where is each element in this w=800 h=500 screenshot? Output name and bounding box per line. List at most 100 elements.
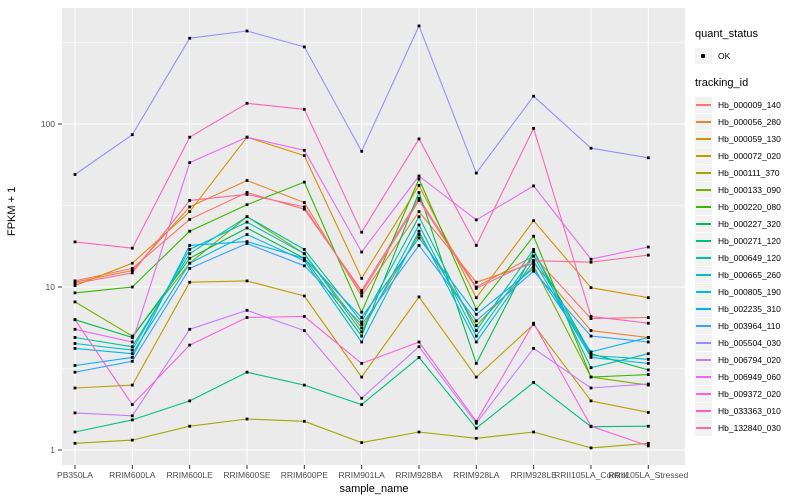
data-point <box>417 196 421 200</box>
data-point <box>532 254 535 258</box>
legend-item-label: Hb_000111_370 <box>718 167 780 178</box>
x-tick-label: RRIM600LE <box>167 470 214 480</box>
series-color-line-icon <box>696 375 711 378</box>
data-point <box>646 316 650 319</box>
legend-key-swatch <box>695 181 712 198</box>
series-color-line-icon <box>696 120 711 123</box>
data-point <box>646 373 650 376</box>
series-color-line-icon <box>696 324 711 327</box>
data-point <box>589 446 593 450</box>
data-point <box>130 285 134 289</box>
data-point <box>646 245 650 249</box>
legend-key-swatch <box>695 232 712 249</box>
legend-item-label: Hb_000649_120 <box>718 252 781 263</box>
data-point <box>417 295 421 299</box>
series-color-line-icon <box>696 222 711 225</box>
data-point <box>73 284 77 287</box>
data-point <box>474 296 478 300</box>
data-point <box>188 199 192 202</box>
data-point <box>245 279 249 283</box>
data-point <box>73 386 77 390</box>
data-point <box>474 329 478 332</box>
data-point <box>532 261 535 265</box>
data-point <box>188 205 192 209</box>
data-point <box>360 323 364 326</box>
data-point <box>245 220 249 224</box>
data-point <box>188 210 192 213</box>
data-point <box>245 240 249 243</box>
data-point <box>360 441 364 444</box>
data-point <box>360 316 364 319</box>
x-tick-label: PB350LA <box>57 470 93 480</box>
series-color-line-icon <box>696 307 711 310</box>
data-point <box>532 381 535 384</box>
legend-item-Hb_000805_190: Hb_000805_190 <box>695 283 800 300</box>
legend-item-Hb_000271_120: Hb_000271_120 <box>695 232 800 249</box>
data-point <box>417 215 421 219</box>
x-tick-label: RRIM600PE <box>281 470 329 480</box>
data-point <box>73 411 77 415</box>
data-point <box>646 368 650 372</box>
data-point <box>589 386 593 390</box>
data-point <box>245 101 249 105</box>
data-point <box>73 327 77 331</box>
data-point <box>474 375 478 379</box>
x-tick-label: RRII105LA_Stressed <box>608 470 688 480</box>
legend-key-swatch <box>695 334 712 351</box>
legend-key-swatch <box>695 351 712 368</box>
legend-key-swatch <box>695 113 712 130</box>
data-point <box>646 424 650 428</box>
data-point <box>188 229 192 233</box>
legend-item-label: Hb_009372_020 <box>718 388 781 399</box>
data-point <box>532 94 535 98</box>
series-color-line-icon <box>696 188 711 191</box>
legend-key-swatch <box>695 130 712 147</box>
legend-item-Hb_132840_030: Hb_132840_030 <box>695 419 800 436</box>
legend-panel: quant_status OK tracking_id Hb_000009_14… <box>695 28 800 436</box>
legend-item-label: Hb_000805_190 <box>718 286 781 297</box>
data-point <box>474 312 478 316</box>
data-point <box>474 324 478 327</box>
legend-key-swatch <box>695 198 712 215</box>
data-point <box>474 419 478 423</box>
data-point <box>417 223 421 227</box>
data-point <box>188 218 192 221</box>
data-point <box>532 267 535 270</box>
data-point <box>417 236 421 240</box>
data-point <box>73 441 77 445</box>
data-point <box>417 174 421 178</box>
data-point <box>188 244 192 247</box>
data-point <box>646 357 650 361</box>
y-tick-label: 1 <box>50 445 55 455</box>
data-point <box>417 345 421 349</box>
data-point <box>302 264 306 268</box>
data-point <box>302 154 306 157</box>
data-point <box>417 199 421 202</box>
data-point <box>130 352 134 356</box>
data-point <box>188 424 192 428</box>
data-point <box>360 276 364 280</box>
data-point <box>417 244 421 247</box>
data-point <box>302 419 306 423</box>
data-point <box>589 257 593 261</box>
data-point <box>589 356 593 359</box>
x-tick-label: RRIM928BA <box>395 470 443 480</box>
legend-key-swatch <box>695 215 712 232</box>
data-point <box>646 340 650 344</box>
legend-key-ok <box>695 47 712 64</box>
data-point <box>474 218 478 222</box>
data-point <box>474 340 478 344</box>
series-color-line-icon <box>696 392 711 395</box>
data-point <box>73 291 77 295</box>
legend-key-swatch <box>695 385 712 402</box>
data-point <box>589 315 593 318</box>
data-point <box>417 229 421 233</box>
data-point <box>188 261 192 265</box>
x-tick-label: RRIM901LA <box>338 470 385 480</box>
legend-item-Hb_006794_020: Hb_006794_020 <box>695 351 800 368</box>
data-point <box>188 327 192 331</box>
data-point <box>474 244 478 247</box>
legend-key-swatch <box>695 283 712 300</box>
data-point <box>417 210 421 213</box>
